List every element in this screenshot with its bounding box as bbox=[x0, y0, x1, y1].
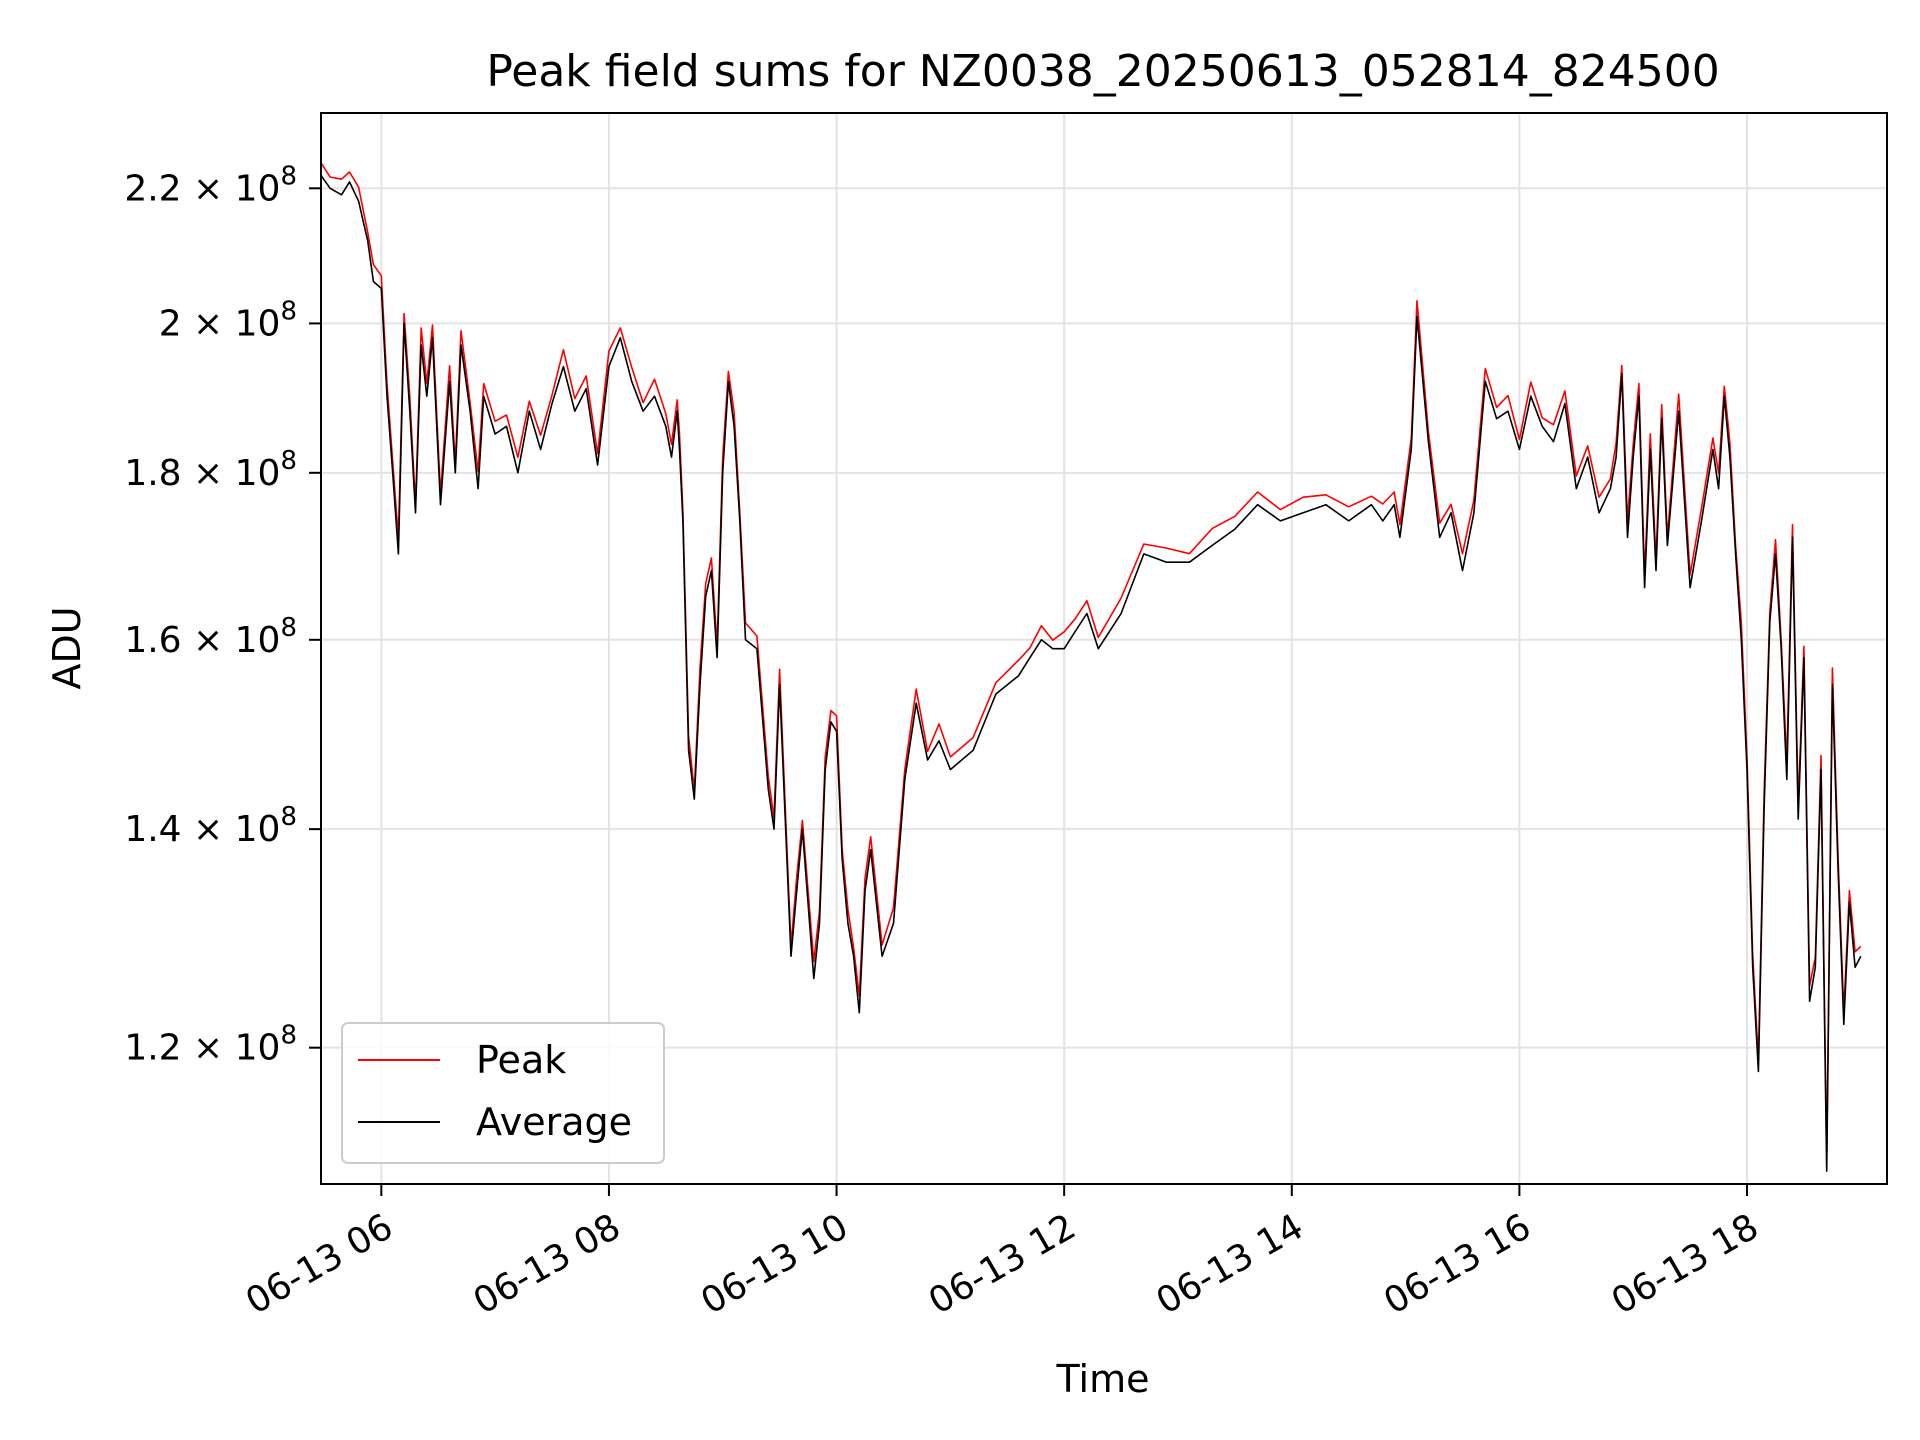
x-axis-label: Time bbox=[1056, 1357, 1150, 1401]
grid-lines bbox=[321, 113, 1887, 1184]
legend-label-average: Average bbox=[476, 1100, 632, 1144]
y-tick-label: 2.2 × 108 bbox=[124, 161, 297, 209]
y-axis-label: ADU bbox=[45, 606, 89, 689]
x-axis: 06-13 06 06-13 08 06-13 10 06-13 12 06-13 14… bbox=[239, 1184, 1766, 1323]
y-tick-label: 2 × 108 bbox=[159, 296, 297, 344]
plot-series bbox=[321, 162, 1862, 1172]
x-tick-label: 06-13 18 bbox=[1605, 1206, 1766, 1322]
chart-title: Peak field sums for NZ0038_20250613_0528… bbox=[486, 46, 1719, 97]
plot-frame bbox=[320, 112, 1888, 1185]
x-tick-label: 06-13 06 bbox=[239, 1206, 400, 1322]
y-tick-label: 1.6 × 108 bbox=[124, 613, 297, 661]
x-tick-label: 06-13 16 bbox=[1377, 1206, 1538, 1322]
y-tick-label: 1.2 × 108 bbox=[124, 1021, 297, 1069]
legend-box bbox=[341, 1022, 665, 1164]
x-tick-label: 06-13 08 bbox=[467, 1206, 628, 1322]
y-tick-label: 1.4 × 108 bbox=[124, 802, 297, 850]
legend: Peak Average bbox=[341, 1022, 665, 1164]
x-tick-label: 06-13 14 bbox=[1150, 1206, 1311, 1322]
x-tick-label: 06-13 12 bbox=[922, 1206, 1083, 1322]
legend-label-peak: Peak bbox=[476, 1038, 566, 1082]
series-line-peak bbox=[321, 162, 1862, 1164]
y-axis: 1.2 × 108 1.4 × 108 1.6 × 108 1.8 × 108 2 × … bbox=[124, 161, 321, 1069]
series-line-average bbox=[321, 175, 1862, 1172]
y-tick-label: 1.8 × 108 bbox=[124, 446, 297, 494]
x-tick-label: 06-13 10 bbox=[694, 1206, 855, 1322]
